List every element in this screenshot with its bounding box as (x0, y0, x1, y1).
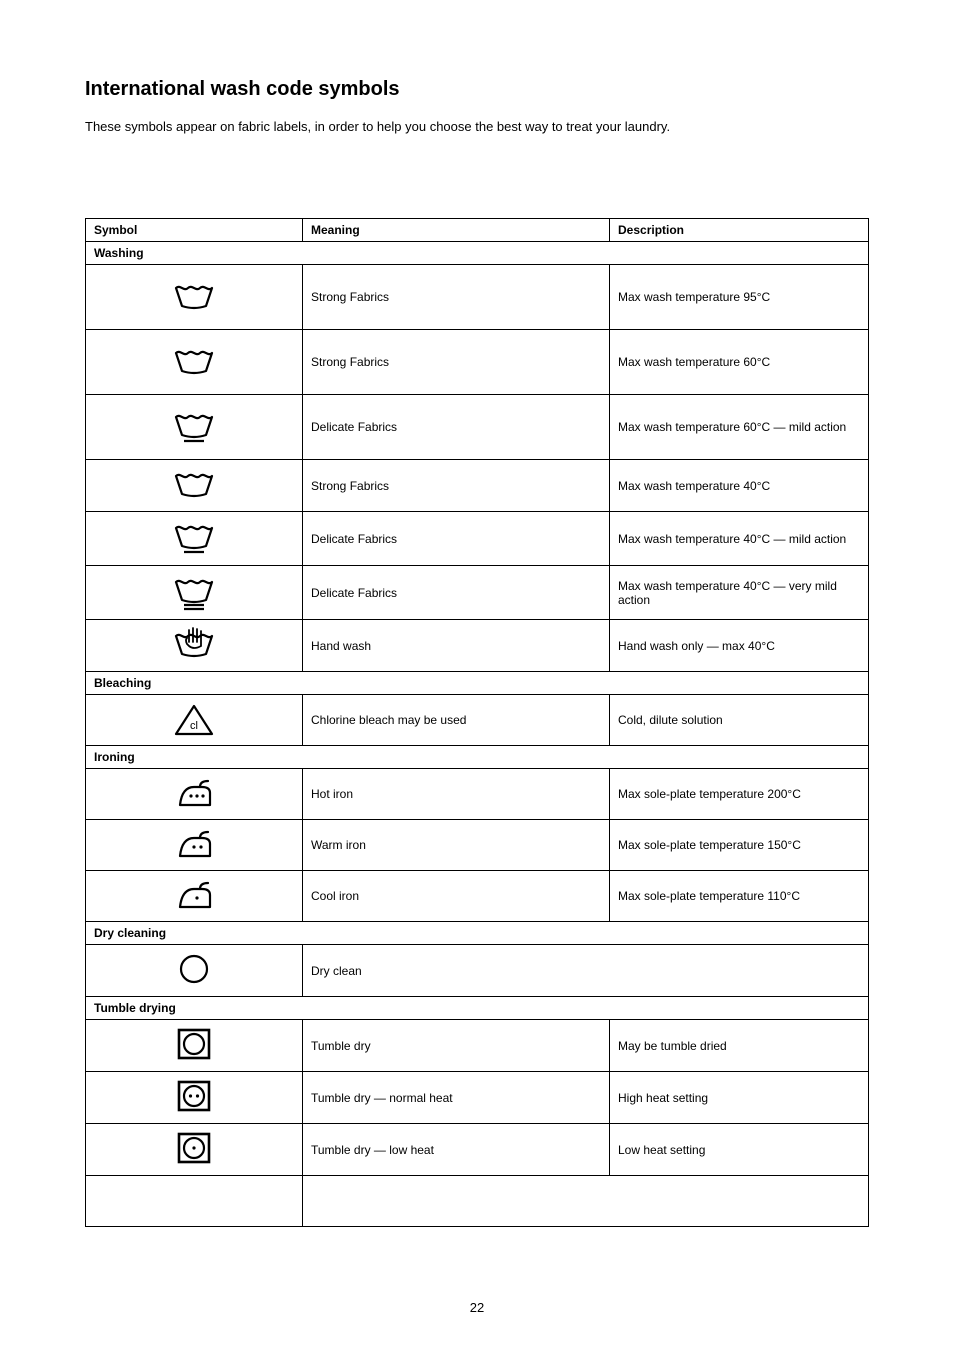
section-row-washing: Washing (86, 242, 869, 265)
symbol-cell (86, 1020, 303, 1072)
wash-tub-icon (172, 341, 216, 381)
table-row: Hot iron Max sole-plate temperature 200°… (86, 769, 869, 820)
desc-cell: Max wash temperature 95°C (610, 265, 869, 330)
page: International wash code symbols These sy… (0, 0, 954, 1351)
meaning-cell: Strong Fabrics (303, 330, 610, 395)
table-row: Strong Fabrics Max wash temperature 60°C (86, 330, 869, 395)
meaning-cell: Delicate Fabrics (303, 395, 610, 460)
meaning-cell: Strong Fabrics (303, 460, 610, 512)
empty-cell (303, 1176, 869, 1227)
desc-cell: Max sole-plate temperature 150°C (610, 820, 869, 871)
symbol-cell (86, 820, 303, 871)
table-row: Chlorine bleach may be used Cold, dilute… (86, 695, 869, 746)
symbol-cell (86, 769, 303, 820)
hand-wash-icon (172, 624, 216, 664)
desc-cell: Cold, dilute solution (610, 695, 869, 746)
desc-cell: Max wash temperature 60°C (610, 330, 869, 395)
symbol-cell (86, 1124, 303, 1176)
desc-cell: Max wash temperature 40°C (610, 460, 869, 512)
table-row: Cool iron Max sole-plate temperature 110… (86, 871, 869, 922)
table-row: Tumble dry — low heat Low heat setting (86, 1124, 869, 1176)
symbol-cell (86, 460, 303, 512)
meaning-cell: Tumble dry (303, 1020, 610, 1072)
col-meaning: Meaning (303, 219, 610, 242)
wash-tub-icon (172, 276, 216, 316)
meaning-cell: Hand wash (303, 620, 610, 672)
page-title: International wash code symbols (85, 78, 400, 101)
tumble-dry-icon (172, 1024, 216, 1064)
meaning-cell: Dry clean (303, 945, 869, 997)
symbol-cell (86, 512, 303, 566)
iron-hot-icon (172, 775, 216, 811)
iron-warm-icon (172, 826, 216, 862)
desc-cell: Low heat setting (610, 1124, 869, 1176)
wash-tub-icon (172, 464, 216, 504)
symbol-cell (86, 1176, 303, 1227)
section-row-ironing: Ironing (86, 746, 869, 769)
meaning-cell: Warm iron (303, 820, 610, 871)
desc-cell: High heat setting (610, 1072, 869, 1124)
desc-cell: Hand wash only — max 40°C (610, 620, 869, 672)
desc-cell: Max wash temperature 40°C — mild action (610, 512, 869, 566)
meaning-cell: Tumble dry — low heat (303, 1124, 610, 1176)
wash-tub-underline-icon (172, 516, 216, 558)
symbol-cell (86, 566, 303, 620)
intro-text: These symbols appear on fabric labels, i… (85, 118, 869, 136)
symbol-cell (86, 945, 303, 997)
tumble-dry-high-icon (172, 1076, 216, 1116)
table-row: Delicate Fabrics Max wash temperature 40… (86, 512, 869, 566)
bleach-chlorine-icon (172, 700, 216, 738)
section-label: Ironing (86, 746, 869, 769)
symbol-cell (86, 695, 303, 746)
iron-cool-icon (172, 877, 216, 913)
dry-clean-icon (172, 949, 216, 989)
wash-tub-double-underline-icon (172, 570, 216, 612)
meaning-cell: Cool iron (303, 871, 610, 922)
symbol-cell (86, 1072, 303, 1124)
meaning-cell: Delicate Fabrics (303, 512, 610, 566)
symbol-cell (86, 871, 303, 922)
desc-cell: Max wash temperature 60°C — mild action (610, 395, 869, 460)
desc-cell: May be tumble dried (610, 1020, 869, 1072)
section-label: Washing (86, 242, 869, 265)
table-header-row: Symbol Meaning Description (86, 219, 869, 242)
table-row: Delicate Fabrics Max wash temperature 40… (86, 566, 869, 620)
page-number: 22 (0, 1300, 954, 1315)
table-row: Dry clean (86, 945, 869, 997)
meaning-cell: Strong Fabrics (303, 265, 610, 330)
symbol-cell (86, 620, 303, 672)
desc-cell: Max sole-plate temperature 200°C (610, 769, 869, 820)
col-desc: Description (610, 219, 869, 242)
table-row: Delicate Fabrics Max wash temperature 60… (86, 395, 869, 460)
care-symbol-table: Symbol Meaning Description Washing Stron… (85, 218, 869, 1227)
section-label: Bleaching (86, 672, 869, 695)
meaning-cell: Hot iron (303, 769, 610, 820)
table-row: Hand wash Hand wash only — max 40°C (86, 620, 869, 672)
tumble-dry-low-icon (172, 1128, 216, 1168)
symbol-cell (86, 330, 303, 395)
symbol-cell (86, 395, 303, 460)
section-label: Dry cleaning (86, 922, 869, 945)
section-row-tumble: Tumble drying (86, 997, 869, 1020)
desc-cell: Max sole-plate temperature 110°C (610, 871, 869, 922)
meaning-cell: Delicate Fabrics (303, 566, 610, 620)
meaning-cell: Tumble dry — normal heat (303, 1072, 610, 1124)
table-row: Warm iron Max sole-plate temperature 150… (86, 820, 869, 871)
section-row-dryclean: Dry cleaning (86, 922, 869, 945)
col-symbol: Symbol (86, 219, 303, 242)
section-label: Tumble drying (86, 997, 869, 1020)
section-row-bleaching: Bleaching (86, 672, 869, 695)
symbol-cell (86, 265, 303, 330)
table-row: Strong Fabrics Max wash temperature 95°C (86, 265, 869, 330)
table-row: Tumble dry May be tumble dried (86, 1020, 869, 1072)
table-row-empty (86, 1176, 869, 1227)
table-row: Strong Fabrics Max wash temperature 40°C (86, 460, 869, 512)
table-row: Tumble dry — normal heat High heat setti… (86, 1072, 869, 1124)
meaning-cell: Chlorine bleach may be used (303, 695, 610, 746)
wash-tub-underline-icon (172, 405, 216, 447)
desc-cell: Max wash temperature 40°C — very mild ac… (610, 566, 869, 620)
